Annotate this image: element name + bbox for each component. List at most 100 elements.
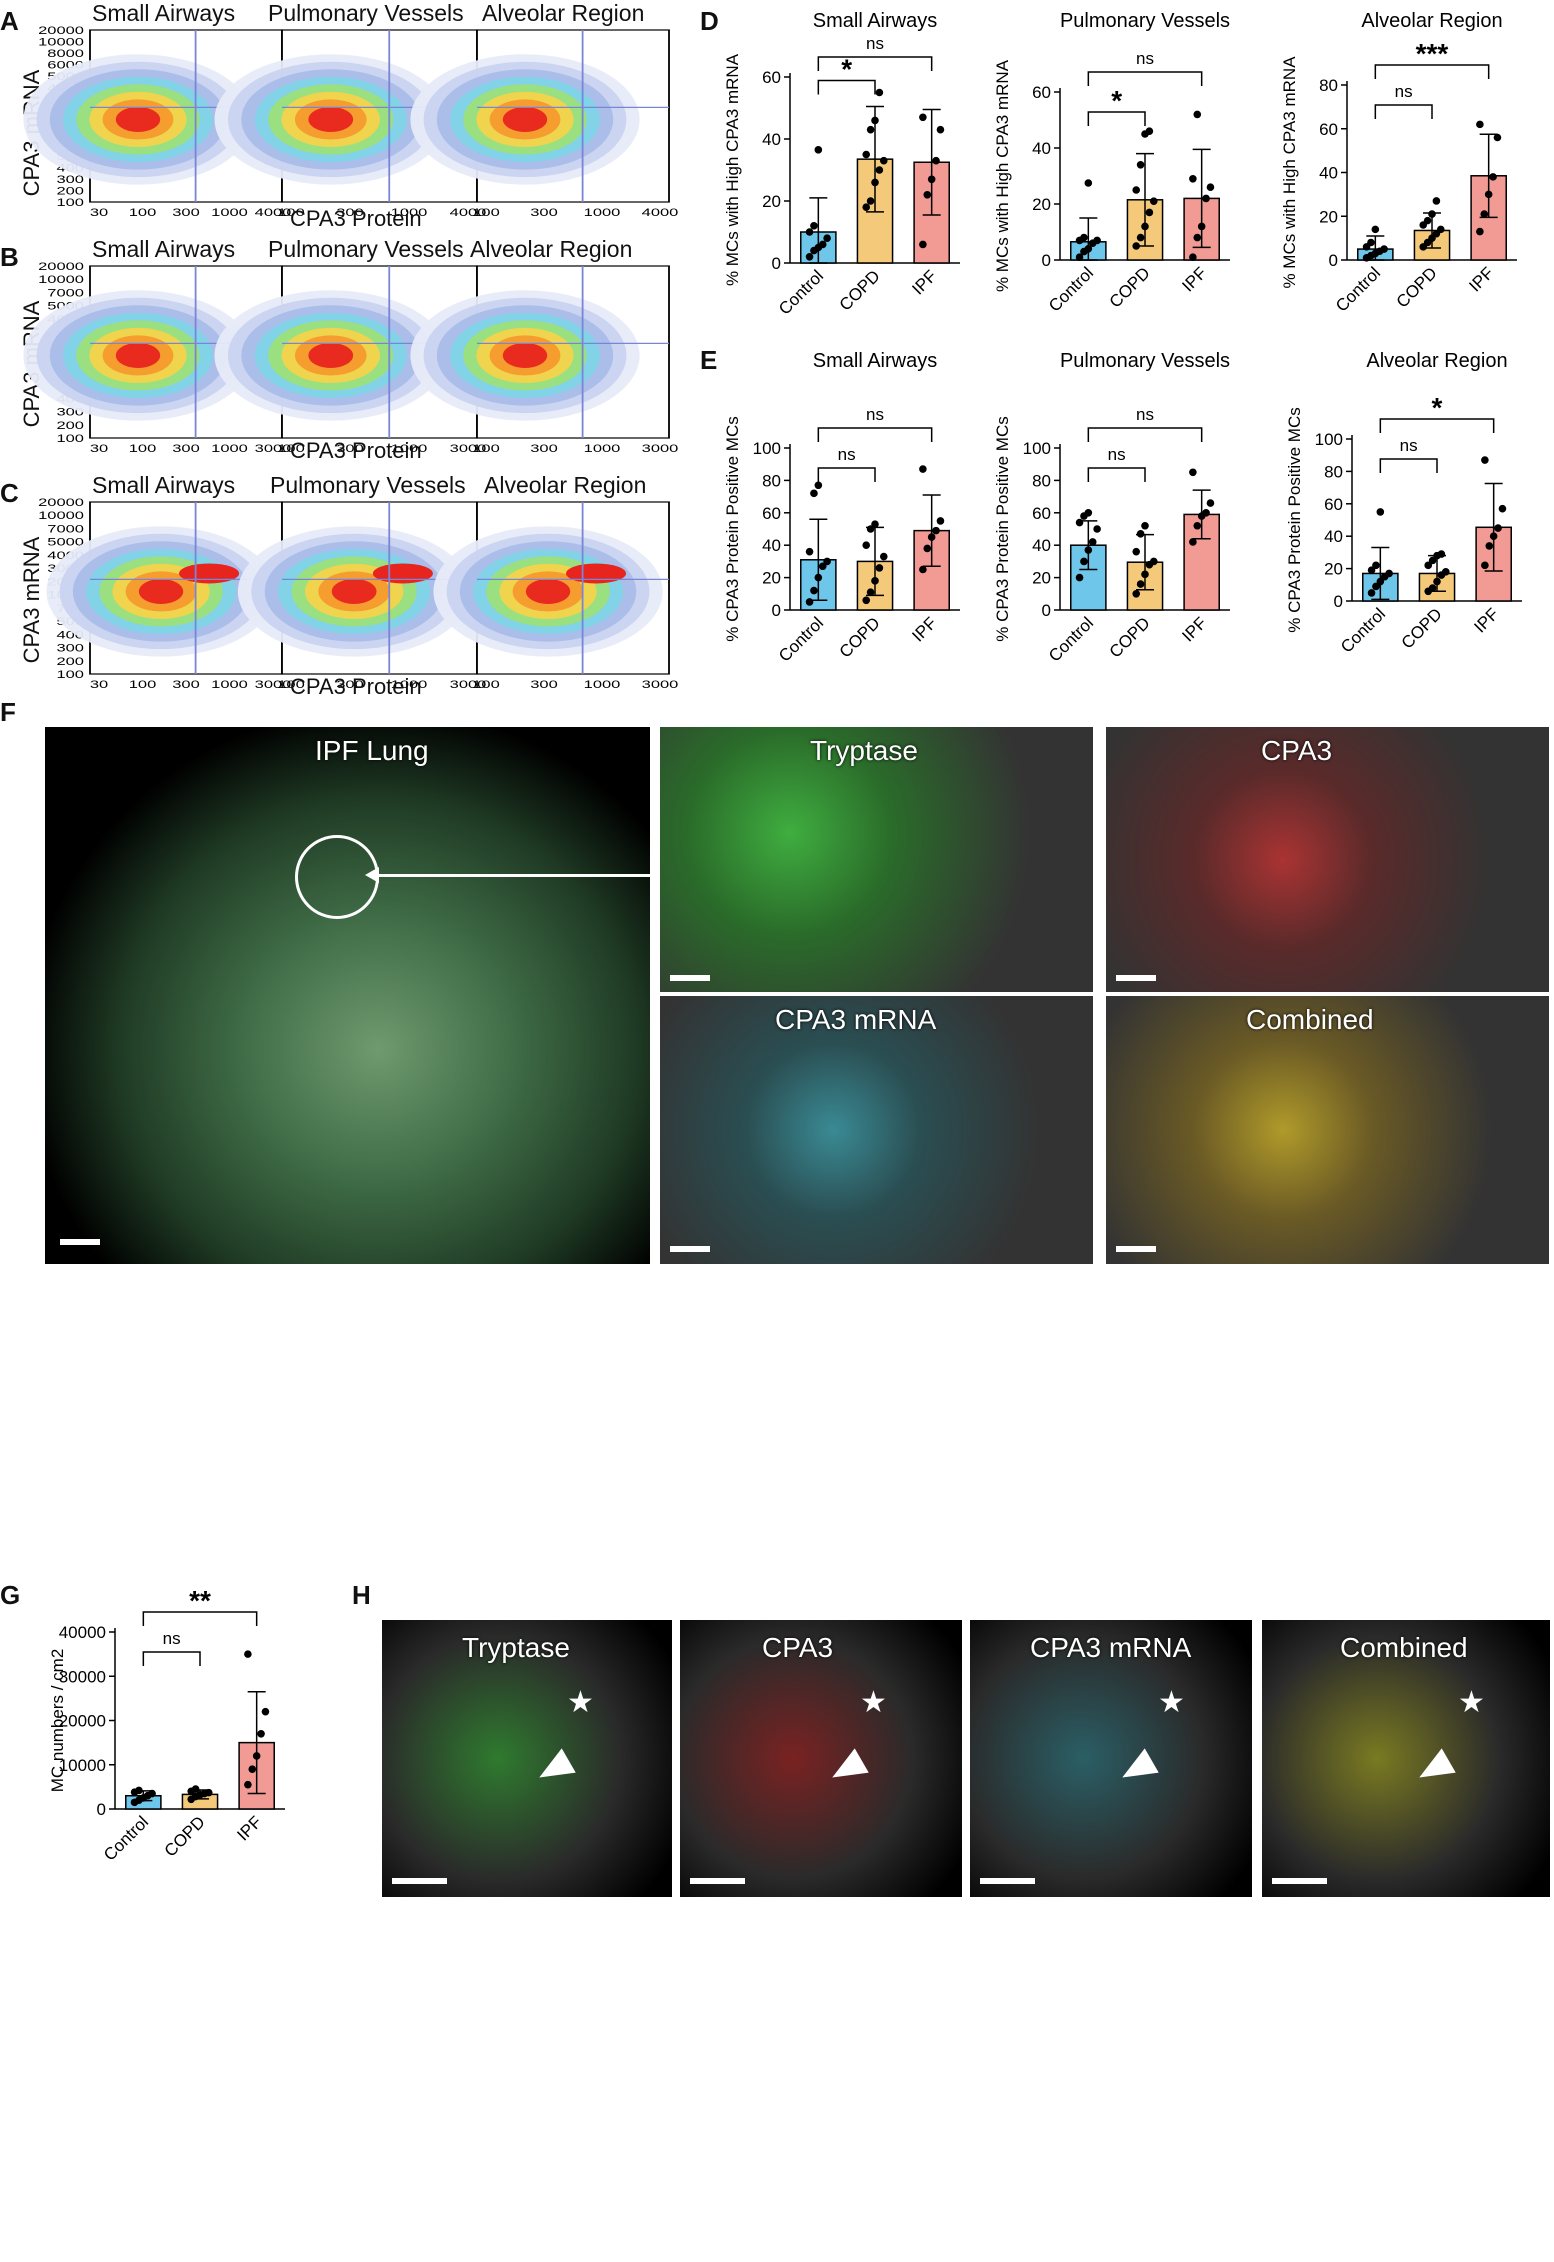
data-point [1149,197,1158,205]
y-tick-label: 200 [56,655,84,668]
x-tick-label: IPF [908,266,940,298]
x-axis-title: CPA3 Protein [290,674,422,699]
h-tryptase-image: Tryptase ★ [382,1620,672,1897]
density-title: Pulmonary Vessels [268,0,464,26]
x-tick-label: COPD [1106,613,1154,661]
h-combined-image: Combined ★ [1262,1620,1550,1897]
data-point [1489,532,1498,540]
y-axis-label: % MCs with High CPA3 mRNA [1280,56,1299,289]
data-point [875,166,884,174]
x-tick-label: 3000 [642,678,679,691]
star-icon: ★ [860,1686,887,1719]
x-tick-label: 4000 [450,206,487,219]
significance-label: * [1432,392,1443,423]
y-tick-label: 0 [1042,601,1051,620]
density-panel-a: Small Airways Pulmonary Vessels Alveolar… [0,0,690,235]
y-axis-label: % MCs with High CPA3 mRNA [993,59,1012,292]
significance-bracket [817,427,933,442]
y-tick-label: 40 [1032,139,1051,158]
panel-letter-f: F [0,697,16,727]
x-tick-label: IPF [1178,263,1210,295]
data-point [1424,561,1433,570]
y-tick-label: 60 [762,504,781,523]
x-tick-label: 1000 [391,206,428,219]
data-point [261,1707,270,1716]
data-point [1376,577,1385,586]
density-plot-area: 2000010000800060005000400030002000100080… [23,24,679,219]
y-tick-label: 100 [56,432,84,445]
data-point [1149,557,1158,566]
data-point [927,533,936,541]
chart-title: Pulmonary Vessels [1060,10,1230,32]
ipf-lung-image: IPF Lung [45,727,785,1264]
significance-bracket [142,1611,258,1626]
y-tick-label: 20 [1032,195,1051,214]
bar-chart-d-alveolar-region: Alveolar Region 0 20 40 60 80 % MCs with High … [1280,10,1517,316]
scale-bar [1116,975,1156,981]
x-tick-label: 300 [530,206,558,219]
significance-label: ns [866,405,884,424]
data-point [191,1785,200,1793]
data-point [1075,518,1084,527]
x-tick-label: IPF [1178,613,1210,645]
data-point [875,564,884,572]
y-tick-label: 10000 [38,273,84,286]
data-point [814,146,823,154]
data-point [1141,570,1149,579]
y-tick-label: 40 [762,130,781,149]
x-tick-label: 4000 [255,206,292,219]
x-tick-label: IPF [908,613,940,645]
cpa3-image: CPA3 [1106,727,1549,992]
data-point [823,234,831,242]
h-cpa3-mrna-image: CPA3 mRNA ★ [970,1620,1252,1897]
data-point [1372,561,1380,570]
x-axis-title: CPA3 Protein [290,206,422,231]
x-tick-label: 100 [129,206,157,219]
data-point [923,544,932,553]
bar-chart-g-mc-numbers: 0 10000 20000 30000 40000 MC numbers / cm2 Con… [48,1585,285,1865]
y-tick-label: 20 [762,192,781,211]
x-tick-label: 30 [90,442,109,455]
scale-bar [980,1878,1035,1884]
significance-bracket [817,56,933,71]
x-tick-label: 1000 [584,206,621,219]
x-tick-label: COPD [1393,263,1441,311]
density-contour [502,106,548,132]
y-tick-label: 20 [1032,569,1051,588]
y-tick-label: 0 [1042,251,1051,270]
y-tick-label: 40 [1319,164,1338,183]
y-tick-label: 20000 [38,260,84,273]
data-point [1193,233,1202,242]
y-tick-label: 60 [1032,83,1051,102]
data-point [1189,253,1197,261]
y-tick-label: 40 [1324,527,1343,546]
x-tick-label: Control [100,1812,152,1864]
significance-label: ns [1136,49,1154,68]
data-point [1084,509,1093,517]
data-point [932,526,940,535]
data-point [1432,197,1441,205]
data-point [1494,524,1502,532]
data-point [1367,566,1376,575]
density-panel-b: Small Airways Pulmonary Vessels Alveolar… [0,236,690,471]
data-point [1075,253,1084,261]
image-label: Tryptase [810,735,918,766]
y-axis-label: MC numbers / cm2 [48,1649,67,1793]
y-axis-label: % MCs with High CPA3 mRNA [723,53,742,286]
density-panel-c: Small Airways Pulmonary Vessels Alveolar… [0,472,690,707]
x-axis-title: CPA3 Protein [290,438,422,463]
y-tick-label: 60 [1319,120,1338,139]
significance-bracket [1087,427,1203,442]
y-tick-label: 40000 [59,1623,106,1642]
significance-label: ns [838,445,856,464]
data-point [1476,120,1484,129]
y-tick-label: 60 [762,68,781,87]
x-tick-label: 300 [336,442,364,455]
image-label: Combined [1246,1004,1374,1035]
panel-letter-b: B [0,242,19,272]
x-tick-label: 300 [172,678,200,691]
data-point [866,525,875,533]
cpa3-mrna-image: CPA3 mRNA [660,996,1093,1264]
tryptase-image: Tryptase [660,727,1093,992]
data-point [805,598,814,606]
